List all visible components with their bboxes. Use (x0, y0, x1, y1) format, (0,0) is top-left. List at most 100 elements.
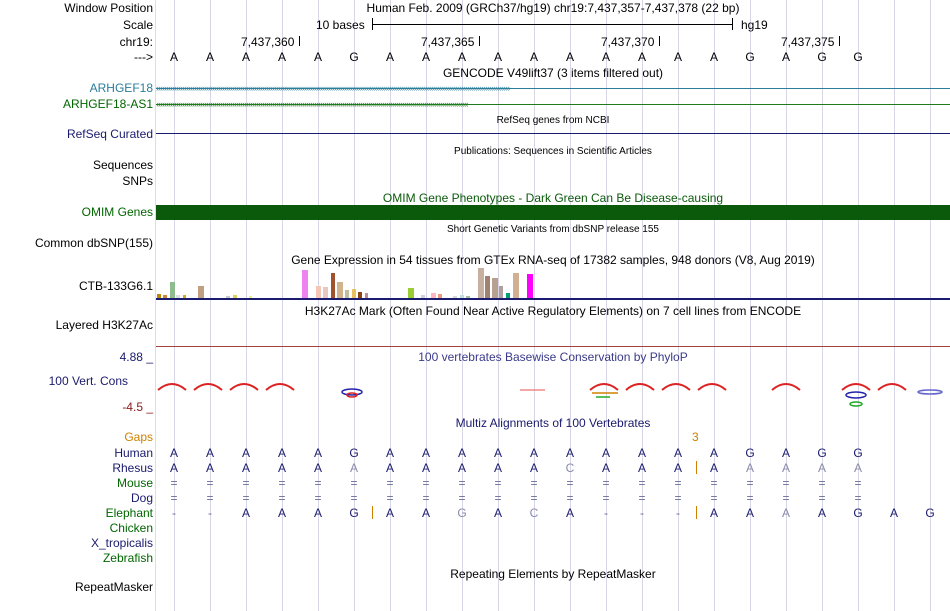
phylop-arc[interactable] (877, 383, 907, 391)
gene-label-arhgef18[interactable]: ARHGEF18 (89, 81, 153, 95)
gtex-tissue-bar[interactable] (157, 294, 161, 298)
species-label[interactable]: Elephant (105, 506, 153, 520)
alignment-base: A (709, 461, 718, 475)
sequence-base: A (529, 50, 538, 64)
publications-snps-label[interactable]: SNPs (122, 174, 153, 188)
gtex-tissue-bar[interactable] (408, 288, 414, 298)
phylop-arc[interactable] (229, 383, 259, 391)
refseq-label[interactable]: RefSeq Curated (66, 127, 153, 141)
gtex-tissue-bar[interactable] (176, 295, 180, 298)
sequence-base: A (637, 50, 646, 64)
phylop-track-label[interactable]: 100 Vert. Cons (48, 374, 128, 388)
gtex-tissue-bar[interactable] (345, 290, 349, 298)
omim-gene-bar[interactable] (156, 205, 950, 220)
gtex-tissue-bar[interactable] (183, 295, 186, 298)
window-position-text[interactable]: Human Feb. 2009 (GRCh37/hg19) chr19:7,43… (366, 1, 740, 15)
gtex-tissue-bar[interactable] (163, 295, 167, 298)
species-label[interactable]: Zebrafish (102, 551, 153, 565)
alignment-base: = (494, 476, 502, 490)
gridline (498, 0, 499, 611)
gtex-tissue-bar[interactable] (431, 293, 436, 298)
gtex-tissue-bar[interactable] (337, 282, 343, 298)
sequence-base: A (205, 50, 214, 64)
repeatmasker-label[interactable]: RepeatMasker (74, 580, 153, 594)
species-label[interactable]: Rhesus (112, 461, 153, 475)
phylop-arc[interactable] (771, 383, 801, 391)
alignment-base: A (565, 506, 574, 520)
alignment-base: = (818, 476, 826, 490)
gridline (318, 0, 319, 611)
gencode-caption[interactable]: GENCODE V49lift37 (3 items filtered out) (442, 66, 664, 80)
alignment-base: G (817, 446, 827, 460)
alignment-base: A (889, 506, 898, 520)
sequence-base: A (709, 50, 718, 64)
gtex-tissue-bar[interactable] (478, 268, 484, 298)
gtex-tissue-bar[interactable] (527, 274, 533, 298)
phylop-arc[interactable] (625, 383, 655, 391)
phylop-caption: 100 vertebrates Basewise Conservation by… (418, 350, 688, 364)
alignment-base: A (169, 446, 178, 460)
phylop-glyph[interactable] (341, 388, 363, 396)
phylop-arc[interactable] (193, 383, 223, 391)
alignment-base: G (457, 506, 467, 520)
phylop-arc[interactable] (157, 383, 187, 391)
chrom-label: chr19: (119, 35, 153, 49)
gridline (534, 0, 535, 611)
species-label[interactable]: Mouse (116, 476, 153, 490)
gtex-tissue-bar[interactable] (352, 289, 356, 298)
sequence-base: A (781, 50, 790, 64)
phylop-glyph[interactable] (849, 401, 863, 407)
gtex-tissue-bar[interactable] (323, 287, 328, 298)
dbsnp-label[interactable]: Common dbSNP(155) (34, 236, 153, 250)
gtex-tissue-bar[interactable] (170, 282, 175, 298)
phylop-arc[interactable] (265, 383, 295, 391)
sequence-base: A (241, 50, 250, 64)
gtex-tissue-bar[interactable] (233, 295, 237, 298)
gene-label-arhgef18-as1[interactable]: ARHGEF18-AS1 (62, 97, 153, 111)
gtex-tissue-bar[interactable] (316, 286, 321, 298)
sequence-base: A (313, 50, 322, 64)
gtex-tissue-bar[interactable] (506, 293, 510, 298)
gtex-tissue-bar[interactable] (513, 273, 519, 298)
species-label[interactable]: X_tropicalis (90, 536, 153, 550)
alignment-base: A (421, 446, 430, 460)
gtex-gene-label[interactable]: CTB-133G6.1 (78, 279, 153, 293)
gtex-tissue-bar[interactable] (460, 295, 464, 298)
gtex-tissue-bar[interactable] (466, 296, 470, 298)
species-label[interactable]: Human (114, 446, 153, 460)
gtex-tissue-bar[interactable] (492, 278, 498, 298)
gtex-tissue-bar[interactable] (198, 286, 204, 298)
alignment-base: = (422, 491, 430, 505)
phylop-arc[interactable] (661, 383, 691, 391)
h3k27ac-label[interactable]: Layered H3K27Ac (55, 318, 153, 332)
gtex-tissue-bar[interactable] (331, 273, 335, 298)
gtex-tissue-bar[interactable] (499, 286, 503, 298)
alignment-base: = (674, 476, 682, 490)
alignment-base: = (206, 476, 214, 490)
refseq-gene-line[interactable] (156, 133, 950, 134)
phylop-arc[interactable] (697, 383, 727, 391)
gtex-tissue-bar[interactable] (453, 296, 457, 298)
gtex-tissue-bar[interactable] (365, 293, 368, 298)
gtex-tissue-bar[interactable] (226, 296, 230, 298)
gtex-tissue-bar[interactable] (485, 276, 490, 298)
species-label[interactable]: Chicken (109, 521, 153, 535)
alignment-base: A (529, 461, 538, 475)
phylop-arc[interactable] (589, 383, 619, 391)
omim-label[interactable]: OMIM Genes (81, 205, 153, 219)
gtex-tissue-bar[interactable] (421, 295, 425, 298)
gtex-tissue-bar[interactable] (302, 270, 308, 298)
phylop-glyph[interactable] (845, 391, 867, 399)
phylop-glyph[interactable] (917, 389, 943, 395)
gtex-tissue-bar[interactable] (438, 294, 442, 298)
phylop-glyph[interactable] (346, 392, 358, 398)
sequence-base: A (673, 50, 682, 64)
species-label[interactable]: Dog (130, 491, 153, 505)
alignment-base: A (421, 461, 430, 475)
phylop-arc[interactable] (841, 383, 871, 391)
gtex-tissue-bar[interactable] (249, 296, 252, 298)
gtex-tissue-bar[interactable] (358, 292, 362, 298)
publications-sequences-label[interactable]: Sequences (92, 158, 153, 172)
